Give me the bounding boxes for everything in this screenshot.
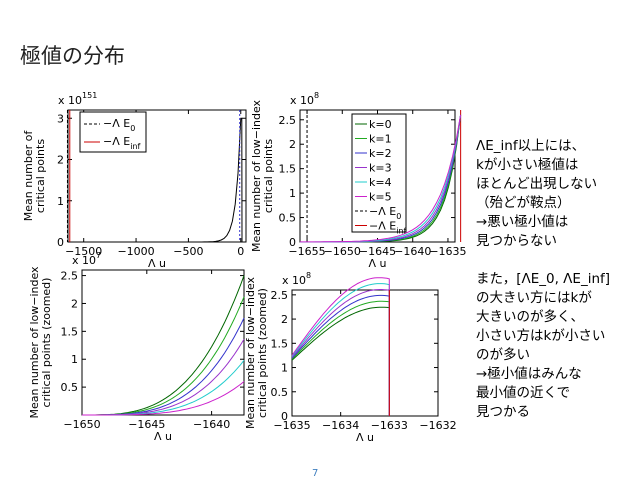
x-tick-label: −1632	[419, 419, 456, 432]
x-axis-label: Λ u	[154, 430, 172, 443]
legend-label: −Λ E0	[369, 205, 401, 221]
legend-label: k=4	[369, 176, 392, 189]
y-axis-label: Mean number of	[22, 130, 35, 222]
y-tick-label: 0	[289, 236, 296, 249]
legend-label: −Λ Einf	[103, 135, 140, 151]
legend-label: k=5	[369, 191, 392, 204]
y-axis-label: critical points	[262, 139, 275, 213]
legend-box	[79, 111, 147, 153]
note-line: 小さい方はkが小さい	[476, 328, 606, 344]
x-tick-label: −1635	[273, 419, 310, 432]
series-line	[291, 277, 390, 416]
y-tick-label: 1	[71, 353, 78, 366]
y-tick-label: 1.5	[61, 325, 79, 338]
y-tick-label: 3	[57, 112, 64, 125]
slide-title: 極値の分布	[20, 44, 125, 68]
note-line: の大きい方にはkが	[476, 290, 592, 306]
series-line	[82, 381, 245, 416]
y-axis-label: Mean number of low−index	[250, 99, 263, 252]
y-tick-label: 1	[281, 362, 288, 375]
note-line: ほとんど出現しない	[476, 176, 598, 192]
y-axis-label: critical points	[34, 139, 47, 213]
y-axis-label: critical points (zoomed)	[256, 288, 269, 418]
series-line	[291, 300, 390, 416]
note-line: （殆どが鞍点）	[476, 195, 571, 211]
legend-label: −Λ E0	[103, 117, 135, 133]
y-tick-label: 2.5	[271, 289, 289, 302]
page-number: 7	[312, 468, 319, 479]
x-tick-label: −1655	[288, 245, 325, 258]
exponent-label: x 108	[290, 91, 319, 107]
y-tick-label: 0	[57, 236, 64, 249]
plot-frame	[81, 269, 245, 416]
x-tick-label: −1650	[324, 245, 361, 258]
notes-block-2: また，[ΛE_0, ΛE_inf] の大きい方にはkが 大きいのが多く、 小さい…	[476, 270, 610, 422]
note-line: のが多い	[476, 347, 530, 363]
note-line: 大きいのが多く、	[476, 309, 584, 325]
series-line	[300, 114, 462, 243]
series-line	[291, 306, 390, 416]
x-tick-label: −1500	[65, 245, 102, 258]
legend-label: k=2	[369, 147, 392, 160]
x-tick-label: −1634	[322, 419, 359, 432]
legend-label: −Λ Einf	[369, 220, 406, 236]
notes-block-1: ΛE_inf以上には、 kが小さい極値は ほとんど出現しない （殆どが鞍点） →…	[476, 137, 597, 251]
y-tick-label: 2.5	[279, 114, 297, 127]
exponent-label: x 108	[282, 271, 311, 287]
x-tick-label: −1650	[63, 418, 100, 431]
y-axis-label: Mean number of low−index	[244, 276, 257, 429]
series-line	[73, 117, 243, 243]
x-tick-label: −1640	[193, 418, 230, 431]
y-tick-label: 2	[281, 313, 288, 326]
note-line: 最小値の近くで	[476, 385, 571, 401]
exponent-label: x 10151	[58, 91, 97, 107]
y-tick-label: 2.5	[61, 270, 79, 283]
x-tick-label: −1633	[371, 419, 408, 432]
legend-label: k=1	[369, 133, 392, 146]
y-tick-label: 1	[57, 195, 64, 208]
note-line: ΛE_inf以上には、	[476, 138, 586, 154]
x-tick-label: −1635	[429, 245, 466, 258]
plot-frame	[291, 289, 439, 417]
x-tick-label: −1640	[394, 245, 431, 258]
x-tick-label: −1645	[128, 418, 165, 431]
x-tick-label: −500	[173, 245, 203, 258]
note-line: →極小値はみんな	[476, 366, 582, 382]
note-line: 見つかる	[476, 404, 530, 420]
y-tick-label: 0.5	[271, 386, 289, 399]
y-tick-label: 2	[71, 297, 78, 310]
x-tick-label: −1645	[359, 245, 396, 258]
series-line	[291, 283, 390, 416]
y-tick-label: 0.5	[61, 381, 79, 394]
note-line: kが小さい極値は	[476, 157, 579, 173]
note-line: 見つからない	[476, 233, 557, 249]
y-tick-label: 1.5	[271, 337, 289, 350]
exponent-label: x 107	[72, 251, 101, 267]
y-tick-label: 0.5	[279, 212, 297, 225]
y-axis-label: Mean number of low−index	[28, 266, 41, 419]
x-tick-label: −1000	[117, 245, 154, 258]
note-line: →悪い極小値は	[476, 214, 569, 230]
y-tick-label: 2	[289, 138, 296, 151]
y-tick-label: 1	[289, 187, 296, 200]
legend-label: k=0	[369, 118, 392, 131]
note-line: また，[ΛE_0, ΛE_inf]	[476, 271, 611, 287]
series-line	[291, 289, 390, 416]
legend-label: k=3	[369, 162, 392, 175]
y-tick-label: 2	[57, 154, 64, 167]
y-axis-label: critical points (zoomed)	[40, 278, 53, 408]
y-tick-label: 1.5	[279, 163, 297, 176]
x-axis-label: Λ u	[356, 431, 374, 444]
y-tick-label: 0	[281, 410, 288, 423]
legend-box	[351, 113, 407, 233]
x-axis-label: Λ u	[369, 257, 387, 270]
series-line	[291, 294, 390, 416]
x-tick-label: 0	[237, 245, 244, 258]
x-axis-label: Λ u	[148, 257, 166, 270]
